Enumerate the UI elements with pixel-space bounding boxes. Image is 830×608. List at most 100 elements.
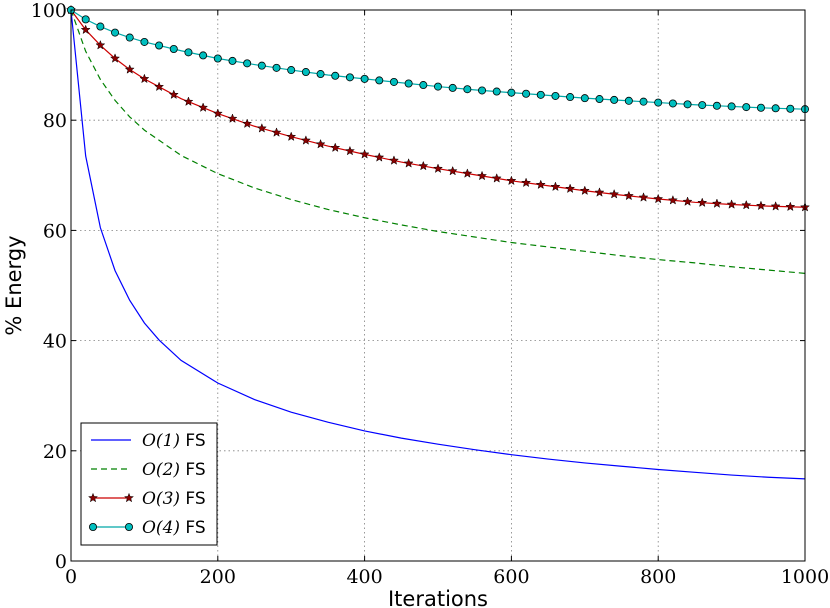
data-point: [712, 101, 721, 110]
data-point: [521, 177, 532, 188]
data-point: [654, 98, 663, 107]
x-tick-label: 600: [493, 566, 529, 588]
data-point: [374, 152, 385, 162]
data-point: [389, 77, 398, 86]
data-point: [770, 201, 781, 211]
x-axis-label: Iterations: [388, 587, 488, 608]
data-point: [287, 66, 296, 75]
data-point: [492, 87, 501, 96]
x-tick-label: 800: [640, 566, 676, 588]
data-point: [476, 170, 488, 181]
data-point: [536, 90, 545, 99]
data-point: [462, 168, 473, 178]
data-point: [301, 68, 310, 77]
data-point: [697, 197, 708, 208]
legend-box: [80, 422, 218, 546]
legend-item-2: O(2) FS: [91, 460, 206, 480]
data-point: [433, 82, 442, 91]
data-point: [551, 91, 560, 100]
data-point: [478, 86, 487, 95]
data-point: [742, 103, 751, 112]
data-point: [344, 145, 355, 156]
legend-label-suffix: FS: [185, 431, 205, 451]
x-tick-label: 0: [65, 566, 77, 588]
y-tick-label: 80: [43, 110, 67, 132]
data-point: [80, 24, 91, 35]
data-point: [522, 89, 531, 98]
axis-ticks: 0 200 400 600 800 1000 0 20 40 60 80 100: [31, 0, 829, 588]
y-axis-label: % Energy: [2, 235, 26, 335]
data-point: [183, 96, 194, 106]
data-point: [243, 59, 252, 68]
data-point: [463, 85, 472, 94]
data-point: [756, 103, 765, 112]
legend-label: O(4) FS: [142, 518, 206, 538]
data-point: [169, 45, 178, 54]
data-point: [595, 95, 604, 104]
y-tick-label: 100: [31, 0, 67, 22]
data-point: [315, 138, 326, 149]
legend: O(1) FS O(2) FS O(3) FS O(4) FS: [80, 422, 218, 546]
data-point: [330, 142, 341, 153]
y-tick-label: 0: [55, 551, 67, 573]
data-point: [711, 198, 722, 208]
data-point: [198, 102, 209, 112]
data-point: [403, 158, 414, 168]
legend-label-suffix: FS: [185, 489, 205, 509]
data-point: [565, 183, 576, 194]
data-point: [286, 131, 297, 142]
x-tick-label: 400: [346, 566, 382, 588]
legend-label: O(2) FS: [142, 460, 206, 480]
data-point: [300, 135, 311, 145]
legend-label-suffix: FS: [185, 460, 205, 480]
data-point: [125, 33, 134, 42]
series-2: [70, 9, 806, 274]
data-point: [359, 149, 370, 159]
data-point: [375, 76, 384, 85]
plot-frame: [70, 9, 806, 562]
data-point: [331, 71, 340, 80]
y-tick-label: 60: [43, 220, 67, 242]
data-point: [683, 100, 692, 109]
data-point: [639, 97, 648, 106]
data-point: [242, 118, 253, 129]
x-tick-label: 200: [200, 566, 236, 588]
data-point: [124, 64, 135, 74]
data-point: [388, 155, 400, 165]
legend-item-4: O(4) FS: [89, 518, 206, 538]
data-point: [579, 185, 590, 196]
data-point: [506, 175, 517, 186]
series-4: [67, 6, 810, 114]
data-point: [212, 108, 223, 118]
data-point: [594, 187, 605, 197]
data-point: [272, 63, 281, 72]
data-point: [139, 73, 150, 84]
data-point: [256, 123, 267, 133]
series-line: [70, 9, 806, 274]
data-point: [418, 160, 429, 171]
data-point: [404, 79, 413, 88]
data-point: [345, 73, 354, 82]
data-point: [213, 54, 222, 63]
data-point: [257, 61, 266, 70]
data-point: [682, 196, 693, 206]
legend-label-order: O(3): [142, 489, 185, 509]
series-3: [65, 4, 811, 212]
data-point: [184, 48, 193, 57]
series-lines: [65, 4, 811, 480]
data-point: [726, 199, 737, 209]
data-point: [316, 70, 325, 79]
data-point: [140, 37, 149, 46]
data-point: [698, 101, 707, 110]
legend-item-1: O(1) FS: [91, 431, 206, 451]
series-line: [70, 9, 806, 208]
series-1: [70, 9, 806, 480]
data-point: [360, 74, 369, 83]
data-point: [447, 165, 458, 176]
data-point: [638, 192, 649, 202]
data-point: [123, 492, 135, 503]
data-point: [419, 81, 428, 90]
data-point: [609, 188, 620, 199]
data-point: [89, 523, 98, 532]
